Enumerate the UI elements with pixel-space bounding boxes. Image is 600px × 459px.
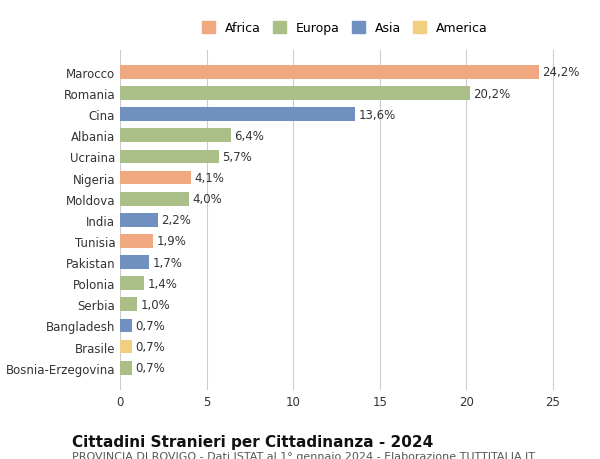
Text: 4,0%: 4,0% xyxy=(193,193,223,206)
Text: 2,2%: 2,2% xyxy=(161,214,191,227)
Text: 0,7%: 0,7% xyxy=(136,319,166,332)
Text: 1,0%: 1,0% xyxy=(141,298,170,311)
Text: 1,7%: 1,7% xyxy=(153,256,183,269)
Bar xyxy=(120,340,132,353)
Text: 20,2%: 20,2% xyxy=(473,87,511,101)
Bar xyxy=(120,277,144,291)
Bar xyxy=(120,150,218,164)
Bar xyxy=(120,129,231,143)
Text: 5,7%: 5,7% xyxy=(222,151,252,163)
Text: 24,2%: 24,2% xyxy=(542,66,580,79)
Legend: Africa, Europa, Asia, America: Africa, Europa, Asia, America xyxy=(196,16,494,41)
Bar xyxy=(120,66,539,79)
Text: 0,7%: 0,7% xyxy=(136,340,166,353)
Bar xyxy=(120,361,132,375)
Bar xyxy=(120,256,149,269)
Text: PROVINCIA DI ROVIGO - Dati ISTAT al 1° gennaio 2024 - Elaborazione TUTTITALIA.IT: PROVINCIA DI ROVIGO - Dati ISTAT al 1° g… xyxy=(72,451,535,459)
Text: 1,9%: 1,9% xyxy=(157,235,186,248)
Bar xyxy=(120,192,189,206)
Text: 4,1%: 4,1% xyxy=(194,172,224,185)
Bar xyxy=(120,213,158,227)
Bar xyxy=(120,171,191,185)
Bar xyxy=(120,108,355,122)
Text: 13,6%: 13,6% xyxy=(359,108,396,122)
Text: 1,4%: 1,4% xyxy=(148,277,178,290)
Text: Cittadini Stranieri per Cittadinanza - 2024: Cittadini Stranieri per Cittadinanza - 2… xyxy=(72,434,433,449)
Bar xyxy=(120,87,470,101)
Text: 0,7%: 0,7% xyxy=(136,361,166,375)
Text: 6,4%: 6,4% xyxy=(234,129,264,142)
Bar xyxy=(120,298,137,312)
Bar xyxy=(120,235,153,248)
Bar xyxy=(120,319,132,333)
